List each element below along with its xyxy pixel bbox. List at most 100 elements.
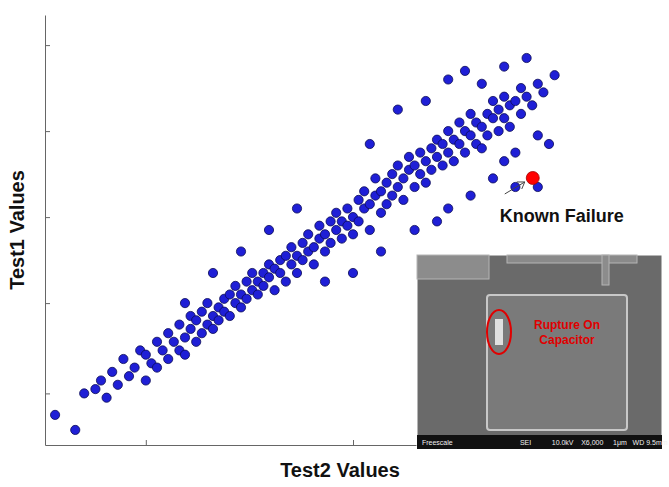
- tick-mark: [45, 45, 50, 46]
- tick: [45, 217, 50, 218]
- point: [158, 346, 167, 355]
- point: [505, 122, 514, 131]
- tick: [146, 440, 147, 445]
- point: [371, 174, 380, 183]
- point: [50, 410, 59, 419]
- point: [225, 290, 234, 299]
- point: [466, 191, 475, 200]
- point: [332, 225, 341, 234]
- point: [320, 247, 329, 256]
- chart: Test2 ValuesTest1 ValuesKnown FailureRup…: [0, 0, 669, 487]
- point: [376, 247, 385, 256]
- tick: [45, 303, 50, 304]
- point: [315, 221, 324, 230]
- point: [393, 161, 402, 170]
- point: [80, 389, 89, 398]
- point: [511, 182, 520, 191]
- point: [511, 96, 520, 105]
- annotation-arrow: [505, 182, 525, 194]
- point: [388, 191, 397, 200]
- point: [180, 299, 189, 308]
- point: [180, 350, 189, 359]
- point: [460, 66, 469, 75]
- point: [197, 307, 206, 316]
- tick-mark: [146, 440, 147, 445]
- point: [348, 268, 357, 277]
- failure-point: [526, 171, 539, 184]
- point: [354, 217, 363, 226]
- point: [477, 79, 486, 88]
- point: [421, 157, 430, 166]
- point: [197, 329, 206, 338]
- point: [399, 195, 408, 204]
- point: [488, 114, 497, 123]
- axis-line: [45, 16, 46, 446]
- point: [460, 148, 469, 157]
- point: [444, 148, 453, 157]
- point: [533, 79, 542, 88]
- x-axis: [46, 440, 606, 446]
- point: [152, 337, 161, 346]
- point: [348, 230, 357, 239]
- point: [343, 204, 352, 213]
- point: [276, 268, 285, 277]
- point: [119, 354, 128, 363]
- point: [544, 139, 553, 148]
- point: [192, 316, 201, 325]
- point: [242, 277, 251, 286]
- y-axis-title: Test1 Values: [6, 170, 28, 290]
- point: [516, 84, 525, 93]
- point: [225, 311, 234, 320]
- point: [444, 204, 453, 213]
- point: [304, 230, 313, 239]
- point: [393, 105, 402, 114]
- tick-mark: [353, 440, 354, 445]
- point: [326, 238, 335, 247]
- point: [455, 118, 464, 127]
- point: [399, 174, 408, 183]
- point: [320, 277, 329, 286]
- point: [404, 152, 413, 161]
- point: [376, 187, 385, 196]
- point: [180, 333, 189, 342]
- point: [410, 161, 419, 170]
- point: [360, 187, 369, 196]
- point: [444, 127, 453, 136]
- point: [500, 157, 509, 166]
- point: [108, 367, 117, 376]
- point: [270, 286, 279, 295]
- point: [292, 268, 301, 277]
- y-axis: [45, 16, 50, 446]
- point: [494, 127, 503, 136]
- tick: [45, 131, 50, 132]
- point: [169, 337, 178, 346]
- tick: [45, 45, 50, 46]
- point: [432, 152, 441, 161]
- inset-structure: [602, 255, 609, 285]
- point: [528, 101, 537, 110]
- point: [444, 75, 453, 84]
- point: [438, 161, 447, 170]
- point: [516, 109, 525, 118]
- point: [113, 380, 122, 389]
- point: [264, 273, 273, 282]
- point: [416, 170, 425, 179]
- point: [259, 281, 268, 290]
- point: [298, 238, 307, 247]
- point: [231, 281, 240, 290]
- point: [96, 376, 105, 385]
- point: [287, 260, 296, 269]
- point: [432, 217, 441, 226]
- point: [71, 425, 80, 434]
- inset-footer-text: Freescale: [422, 439, 453, 446]
- point: [466, 109, 475, 118]
- inset-footer-bar: [417, 435, 662, 449]
- inset-footer-text: X6,000: [581, 439, 603, 446]
- point: [203, 299, 212, 308]
- point: [365, 225, 374, 234]
- point: [477, 144, 486, 153]
- point: [500, 92, 509, 101]
- point: [522, 92, 531, 101]
- point: [175, 320, 184, 329]
- inset-capacitor: [487, 295, 627, 430]
